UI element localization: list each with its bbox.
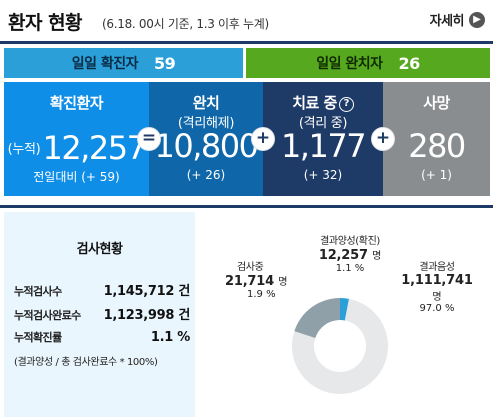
plus-icon: + — [372, 128, 394, 150]
released-value: 10,800 — [154, 127, 259, 165]
details-link-label[interactable]: 자세히 — [429, 14, 465, 29]
daily-confirmed-label: 일일 확진자 — [71, 56, 139, 72]
released-delta: (+ 26) — [186, 168, 226, 182]
tests-row-label: 누적검사완료수 — [14, 309, 81, 322]
daily-released: 일일 완치자 26 — [246, 48, 490, 78]
testing-pct: 1.9 % — [247, 289, 276, 300]
page-title: 환자 현황 — [8, 12, 83, 34]
confirmed-box: 확진환자 (누적)12,257 전일대비 (+ 59) — [4, 82, 149, 196]
treating-value: 1,177 — [280, 127, 367, 165]
confirmed-label: 확진환자 — [49, 94, 104, 112]
tests-section: 검사현황 누적검사수 1,145,712 건 누적검사완료수 1,123,998… — [0, 205, 493, 417]
released-sublabel: (격리해제) — [177, 116, 235, 131]
donut-slice-testing — [294, 298, 340, 338]
daily-summary-bar: 일일 확진자 59 일일 완치자 26 — [4, 48, 490, 78]
tests-panel: 검사현황 누적검사수 1,145,712 건 누적검사완료수 1,123,998… — [4, 212, 195, 417]
page-subtitle: (6.18. 00시 기준, 1.3 이후 누계) — [102, 17, 269, 31]
negative-label: 결과음성 — [419, 262, 455, 273]
daily-released-value: 26 — [398, 53, 421, 73]
negative-pct: 97.0 % — [419, 303, 455, 314]
testing-label: 검사중 — [237, 262, 264, 273]
treating-box: 치료 중? (격리 중) 1,177 (+ 32) — [263, 82, 383, 196]
tests-donut-chart — [292, 298, 388, 394]
daily-released-label: 일일 완치자 — [316, 56, 383, 72]
positive-value: 12,257 — [318, 248, 368, 263]
negative-label-group: 결과음성 1,111,741 명 97.0 % — [387, 258, 487, 314]
positive-label-group: 결과양성(확진) 12,257 명 1.1 % — [295, 232, 405, 274]
negative-value: 1,111,741 — [401, 273, 473, 288]
treating-delta: (+ 32) — [303, 168, 343, 182]
released-box: 완치 (격리해제) 10,800 (+ 26) — [149, 82, 263, 196]
tests-row-label: 누적검사수 — [14, 285, 62, 298]
testing-value: 21,714 — [225, 274, 274, 289]
treating-sublabel: (격리 중) — [298, 116, 348, 131]
tests-row-value: 1,145,712 건 — [103, 284, 191, 299]
status-header: 환자 현황 (6.18. 00시 기준, 1.3 이후 누계) 자세히 ▶ — [0, 0, 493, 44]
tests-note: (결과양성 / 총 검사완료수 * 100%) — [14, 357, 158, 368]
deaths-box: 사망 280 (+ 1) — [383, 82, 490, 196]
tests-row: 누적검사완료수 1,123,998 건 — [14, 304, 190, 323]
equals-icon: = — [138, 128, 160, 150]
tests-row: 누적확진률 1.1 % — [14, 329, 190, 345]
tests-title: 검사현황 — [76, 242, 123, 257]
details-link[interactable]: 자세히 ▶ — [430, 10, 485, 29]
confirmed-value-line: (누적)12,257 — [4, 130, 149, 168]
confirmed-delta: 전일대비 (+ 59) — [33, 170, 120, 184]
tests-row-label: 누적확진률 — [14, 331, 62, 344]
deaths-delta: (+ 1) — [421, 168, 452, 182]
cumulative-prefix: (누적) — [7, 142, 41, 157]
donut-slice-negative — [292, 298, 388, 394]
testing-label-group: 검사중 21,714 명 1.9 % — [225, 258, 307, 300]
testing-unit: 명 — [278, 277, 288, 288]
daily-confirmed-value: 59 — [154, 53, 176, 73]
help-icon[interactable]: ? — [338, 97, 354, 112]
deaths-label: 사망 — [423, 94, 450, 112]
plus-icon: + — [252, 128, 274, 150]
treating-label-line: 치료 중? — [263, 92, 383, 113]
positive-label: 결과양성(확진) — [320, 236, 380, 247]
positive-unit: 명 — [372, 251, 382, 262]
chevron-right-icon[interactable]: ▶ — [469, 11, 485, 28]
tests-row-value: 1,123,998 건 — [103, 308, 191, 323]
divider — [243, 48, 246, 78]
deaths-value: 280 — [408, 127, 466, 165]
treating-label: 치료 중 — [292, 94, 337, 112]
daily-confirmed: 일일 확진자 59 — [4, 48, 243, 78]
tests-row: 누적검사수 1,145,712 건 — [14, 280, 190, 299]
stats-row: 확진환자 (누적)12,257 전일대비 (+ 59) 완치 (격리해제) 10… — [4, 82, 490, 196]
positive-pct: 1.1 % — [335, 263, 365, 274]
negative-unit: 명 — [432, 292, 442, 303]
tests-row-value: 1.1 % — [150, 330, 190, 345]
released-label: 완치 — [192, 94, 220, 112]
tests-donut-area: 결과양성(확진) 12,257 명 1.1 % 검사중 21,714 명 1.9… — [195, 212, 490, 417]
confirmed-value: 12,257 — [42, 129, 146, 167]
donut-slice-positive — [340, 298, 349, 321]
